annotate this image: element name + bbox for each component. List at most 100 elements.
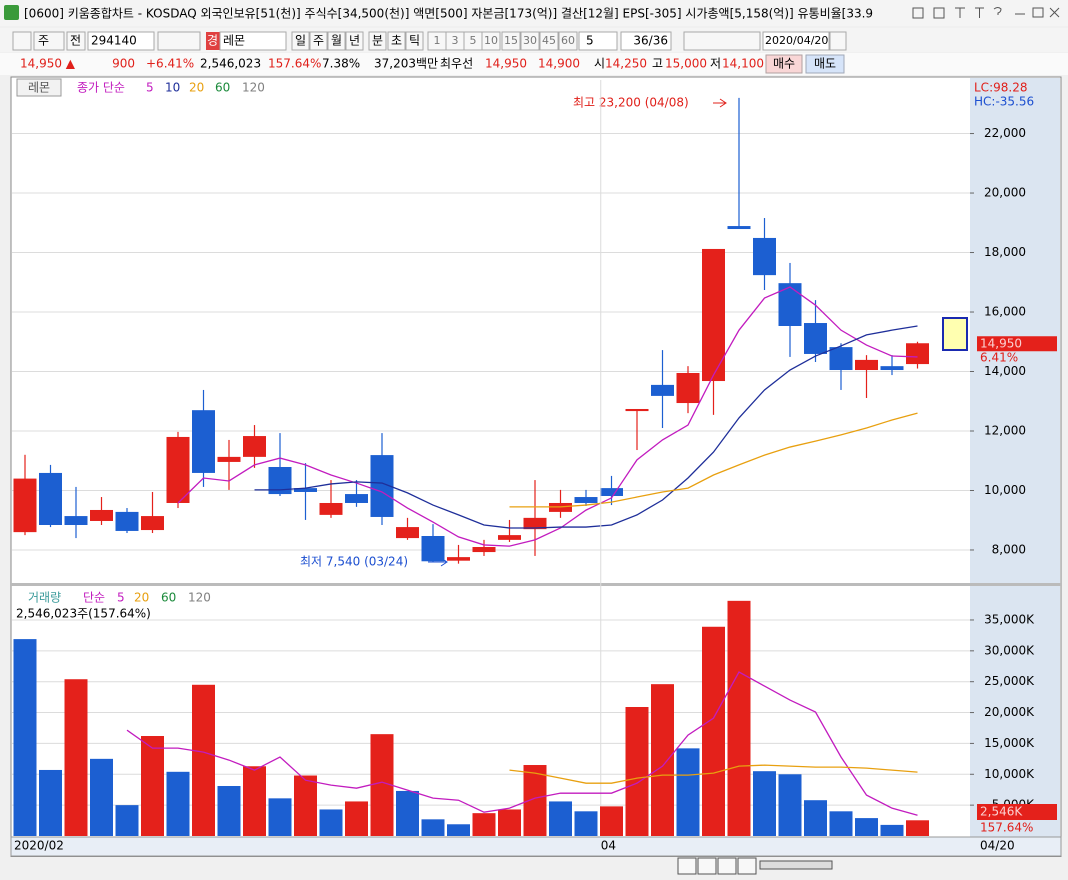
mode-box[interactable] bbox=[206, 32, 220, 50]
buy-button[interactable] bbox=[765, 54, 803, 74]
toolbar-controls: 주 전 294140 경 레몬 5 36/36 2020/04/20 bbox=[12, 31, 847, 51]
volume-bar bbox=[498, 809, 521, 836]
last-volume-rate: 157.64% bbox=[980, 821, 1033, 835]
candle-body bbox=[829, 347, 853, 371]
volume-bar bbox=[141, 736, 164, 836]
y-tick-label: 14,000 bbox=[984, 364, 1026, 378]
candle-body bbox=[217, 456, 241, 462]
legend-entry: 60 bbox=[161, 591, 176, 605]
period-button[interactable] bbox=[405, 31, 424, 51]
count-box[interactable] bbox=[620, 31, 672, 51]
period-button[interactable] bbox=[309, 31, 328, 51]
legend-entry: 5 bbox=[117, 591, 125, 605]
menu-button[interactable] bbox=[12, 31, 32, 51]
volume-bar bbox=[651, 684, 674, 836]
ma-line bbox=[126, 671, 918, 816]
volume-bar bbox=[115, 805, 139, 836]
volume-bar bbox=[64, 679, 88, 836]
y-tick-label: 30,000K bbox=[984, 643, 1035, 657]
minute-button[interactable] bbox=[539, 31, 559, 51]
high: 15,000 bbox=[665, 57, 707, 71]
candle-body bbox=[166, 436, 190, 503]
volume-bar bbox=[217, 786, 241, 836]
volume-bar bbox=[345, 801, 368, 836]
candle-body bbox=[574, 497, 598, 503]
candle-body bbox=[141, 516, 164, 531]
candle-body bbox=[676, 372, 700, 404]
period-label: 초 bbox=[391, 34, 402, 48]
candle-body bbox=[727, 226, 751, 230]
prev-button[interactable] bbox=[66, 31, 86, 51]
candle-body bbox=[778, 283, 802, 326]
period-select[interactable] bbox=[33, 31, 65, 51]
period-label: 주 bbox=[313, 34, 324, 48]
candle-body bbox=[651, 384, 674, 396]
y-tick-label: 8,000 bbox=[992, 542, 1026, 556]
minute-button[interactable] bbox=[481, 31, 501, 51]
last-price: 14,950 bbox=[980, 337, 1022, 351]
rate: +6.41% bbox=[146, 57, 194, 71]
minute-label: 30 bbox=[523, 34, 537, 47]
volume-bar bbox=[625, 707, 649, 836]
period-button[interactable] bbox=[368, 31, 387, 51]
candle-body bbox=[319, 502, 343, 515]
period-button[interactable] bbox=[327, 31, 346, 51]
minute-button[interactable] bbox=[558, 31, 578, 51]
sell-button[interactable] bbox=[805, 54, 845, 74]
best-bid: 14,900 bbox=[538, 57, 580, 71]
x-end-label: 04/20 bbox=[980, 839, 1015, 853]
high-label: 고 bbox=[652, 57, 663, 71]
candle-body bbox=[268, 466, 292, 495]
period-label: 일 bbox=[295, 34, 306, 48]
x-axis-bar bbox=[10, 836, 1062, 857]
last-volume-box bbox=[977, 804, 1057, 820]
volume-bar bbox=[396, 790, 419, 836]
candle-body bbox=[880, 366, 904, 371]
x-tick-label: 04 bbox=[601, 839, 616, 853]
name-input[interactable] bbox=[219, 31, 287, 51]
interval: 5 bbox=[586, 34, 594, 48]
calendar-button[interactable] bbox=[829, 31, 847, 51]
tool-buttons[interactable] bbox=[157, 31, 201, 51]
current-marker bbox=[942, 317, 968, 351]
period-button[interactable] bbox=[291, 31, 310, 51]
period-button[interactable] bbox=[387, 31, 406, 51]
minute-label: 45 bbox=[542, 34, 556, 47]
period-label: 월 bbox=[331, 34, 342, 48]
price: 14,950 ▲ bbox=[20, 57, 76, 71]
y-tick-label: 35,000K bbox=[984, 612, 1035, 626]
mode: 경 bbox=[207, 34, 218, 48]
volume-bar bbox=[421, 819, 445, 836]
minute-label: 15 bbox=[504, 34, 518, 47]
date-input[interactable] bbox=[762, 31, 830, 51]
candle-body bbox=[370, 455, 394, 517]
minute-label: 5 bbox=[470, 34, 477, 47]
period-label: 틱 bbox=[409, 34, 420, 48]
candle-body bbox=[753, 237, 776, 276]
scroll-bar bbox=[0, 857, 1068, 880]
period-type: 주 bbox=[38, 34, 49, 48]
candle-body bbox=[600, 488, 623, 496]
pane: 8,000 10,000 12,000 14,000 16,000 18,000 20,00… bbox=[12, 97, 1026, 564]
open-label: 시 bbox=[594, 57, 605, 71]
volume-bar bbox=[676, 748, 700, 836]
period-button[interactable] bbox=[345, 31, 364, 51]
candle-body bbox=[243, 436, 266, 457]
volume-bar bbox=[472, 813, 496, 836]
hc-label: HC:-35.56 bbox=[974, 95, 1034, 109]
minute-button[interactable] bbox=[520, 31, 540, 51]
draw-tools[interactable] bbox=[683, 31, 761, 51]
period-label: 분 bbox=[372, 34, 383, 48]
code-input[interactable] bbox=[87, 31, 155, 51]
legend-entry: 120 bbox=[188, 591, 211, 605]
scroll-controls[interactable] bbox=[677, 857, 833, 875]
interval-input[interactable] bbox=[578, 31, 618, 51]
volume-bar bbox=[447, 824, 470, 836]
y-tick-label: 20,000 bbox=[984, 186, 1026, 200]
candle-body bbox=[294, 488, 317, 492]
minute-button[interactable] bbox=[501, 31, 521, 51]
volume-bar bbox=[829, 811, 853, 836]
y-tick-label: 10,000K bbox=[984, 767, 1035, 781]
